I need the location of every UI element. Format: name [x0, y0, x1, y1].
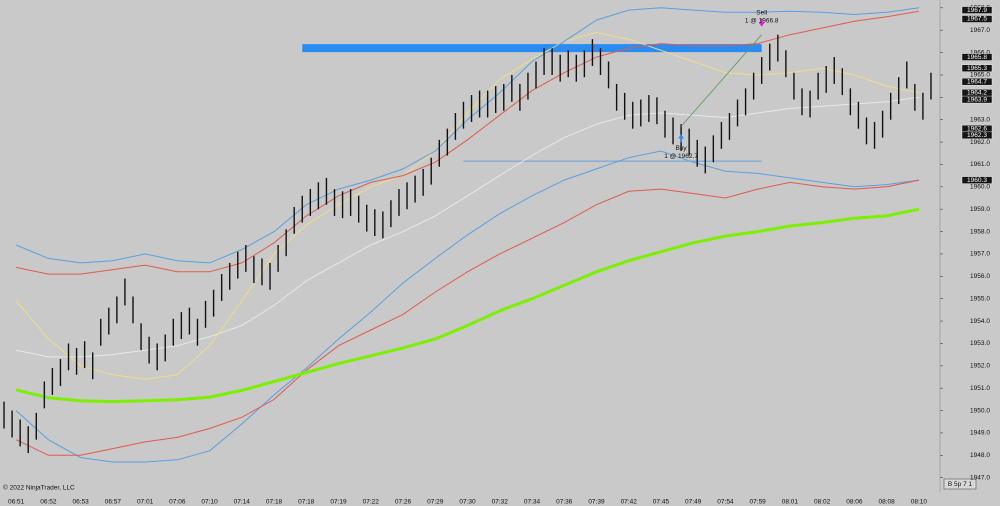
indicator-line	[15, 179, 920, 456]
trade-side: Sell	[756, 9, 767, 16]
x-tick-label: 08:02	[814, 499, 831, 506]
y-tick-label: 1962.0	[970, 139, 990, 146]
x-tick-label: 07:49	[685, 499, 702, 506]
x-tick-label: 07:45	[653, 499, 670, 506]
status-text: B 5p 7 1	[948, 481, 973, 488]
price-marker	[961, 95, 993, 104]
x-tick-label: 07:01	[137, 499, 154, 506]
x-tick-label: 06:51	[8, 499, 25, 506]
trade-arrow	[678, 134, 685, 143]
indicator-line	[15, 150, 919, 463]
x-tick-label: 07:26	[395, 499, 412, 506]
price-marker	[961, 6, 993, 14]
y-tick-label: 1966.0	[970, 49, 990, 56]
x-tick-label: 07:22	[363, 499, 380, 506]
y-tick-label: 1952.0	[970, 363, 990, 370]
y-tick-label: 1957.0	[970, 251, 990, 258]
y-tick-label: 1965.0	[970, 72, 990, 79]
price-marker	[961, 64, 993, 72]
indicator-line	[15, 207, 920, 404]
price-marker-label: 1964.7	[967, 78, 987, 85]
indicator-line	[15, 31, 920, 380]
x-tick-label: 07:19	[330, 499, 347, 506]
y-tick-label: 1958.0	[970, 228, 990, 235]
copyright: © 2022 NinjaTrader, LLC	[3, 484, 75, 492]
x-tick-label: 06:53	[72, 499, 89, 506]
y-tick-label: 1949.0	[970, 430, 990, 437]
price-marker	[961, 176, 993, 184]
price-marker-label: 1963.9	[967, 96, 987, 103]
x-tick-label: 07:18	[298, 499, 315, 506]
y-tick-label: 1967.0	[970, 27, 990, 34]
status-box	[943, 478, 977, 490]
trade-text: 1 @ 1966.8	[745, 17, 779, 24]
x-tick-label: 07:54	[717, 499, 734, 506]
price-marker	[961, 77, 993, 86]
price-marker-label: 1962.3	[967, 132, 987, 139]
x-tick-label: 07:42	[621, 499, 638, 506]
indicator-line	[15, 96, 919, 358]
trade-side: Buy	[675, 145, 687, 152]
price-marker-label: 1965.3	[967, 65, 987, 72]
trade-arrow	[758, 18, 765, 27]
x-tick-label: 08:10	[911, 499, 928, 506]
x-tick-label: 07:06	[169, 499, 186, 506]
price-marker-label: 1962.6	[967, 125, 987, 132]
zone	[302, 44, 762, 53]
y-tick-label: 1960.0	[970, 184, 990, 191]
x-tick-label: 07:59	[750, 499, 767, 506]
y-tick-label: 1954.0	[970, 318, 990, 325]
price-marker-label: 1967.9	[967, 7, 987, 14]
y-tick-label: 1947.0	[970, 474, 990, 481]
price-marker-label: 1967.5	[967, 16, 987, 23]
x-tick-label: 08:08	[878, 499, 895, 506]
y-tick-label: 1953.0	[970, 340, 990, 347]
x-tick-label: 07:29	[427, 499, 444, 506]
price-marker	[961, 53, 993, 61]
x-tick-label: 07:30	[459, 499, 476, 506]
x-tick-label: 06:57	[105, 499, 122, 506]
price-marker-label: 1964.2	[967, 90, 987, 97]
x-tick-label: 07:39	[588, 499, 605, 506]
x-tick-label: 07:14	[234, 499, 251, 506]
indicator-line	[15, 10, 919, 275]
y-tick-label: 1956.0	[970, 273, 990, 280]
x-tick-label: 07:32	[492, 499, 509, 506]
y-tick-label: 1948.0	[970, 452, 990, 459]
y-tick-label: 1955.0	[970, 295, 990, 302]
x-tick-label: 07:18	[266, 499, 283, 506]
price-marker	[961, 131, 993, 140]
y-tick-label: 1950.0	[970, 407, 990, 414]
trade-link	[680, 34, 763, 127]
price-marker	[961, 15, 993, 23]
x-tick-label: 07:34	[524, 499, 541, 506]
x-tick-label: 07:10	[201, 499, 218, 506]
y-tick-label: 1963.0	[970, 116, 990, 123]
x-tick-label: 08:06	[846, 499, 863, 506]
x-tick-label: 06:52	[40, 499, 57, 506]
indicator-line	[15, 7, 919, 264]
x-tick-label: 08:01	[782, 499, 799, 506]
price-marker-label: 1960.3	[967, 177, 987, 184]
price-marker-label: 1965.8	[967, 54, 987, 61]
x-tick-label: 07:36	[556, 499, 573, 506]
y-tick-label: 1961.0	[970, 161, 990, 168]
y-tick-label: 1951.0	[970, 385, 990, 392]
y-tick-label: 1959.0	[970, 206, 990, 213]
trade-text: 1 @ 1962.7	[664, 153, 698, 160]
